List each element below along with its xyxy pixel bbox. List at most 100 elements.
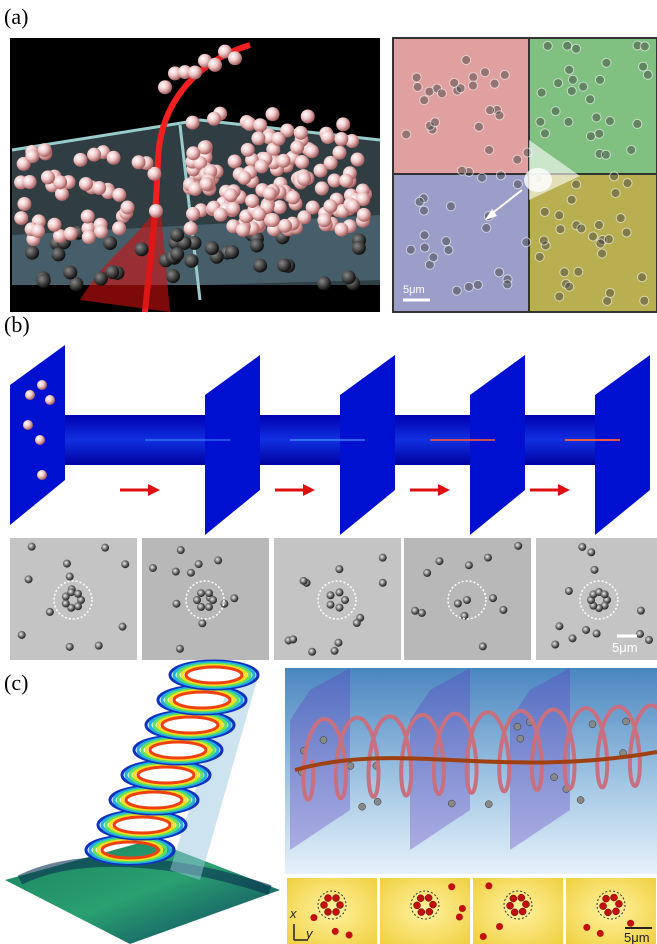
particle	[485, 882, 493, 890]
beam-axis	[294, 750, 657, 772]
microscope-frame	[287, 878, 377, 944]
particle	[621, 227, 632, 238]
dark-particle	[170, 247, 185, 262]
field-ring	[112, 815, 172, 835]
particle	[436, 88, 447, 99]
particle	[276, 153, 291, 168]
particle	[178, 65, 192, 80]
particle	[332, 894, 340, 902]
scale-bar-label: 5μm	[612, 640, 638, 655]
particle	[564, 64, 575, 75]
particle	[80, 209, 95, 224]
flow-arrow-head	[303, 484, 315, 496]
particle	[314, 181, 329, 196]
particle	[335, 565, 344, 574]
trapped-particle	[205, 602, 213, 611]
particle	[492, 104, 503, 115]
trapped-particle	[209, 596, 217, 604]
particle	[447, 799, 456, 808]
arrow	[489, 189, 523, 216]
particle	[37, 143, 52, 158]
dark-particle	[170, 227, 185, 242]
particle	[411, 606, 420, 615]
trapped-particle	[600, 590, 609, 599]
particle	[632, 118, 643, 129]
trapped-particle	[335, 588, 344, 597]
particle	[27, 542, 36, 551]
particle	[485, 800, 493, 808]
particle	[63, 226, 78, 241]
axis-label: y	[305, 926, 314, 941]
particle	[401, 129, 412, 140]
particle	[538, 235, 549, 246]
particle	[583, 923, 591, 931]
particle	[65, 642, 74, 651]
particle	[290, 140, 305, 155]
particle	[590, 565, 599, 574]
particle	[218, 44, 232, 59]
trapped-particle	[335, 603, 344, 612]
particle	[65, 572, 74, 581]
particle	[489, 594, 498, 603]
particle	[213, 207, 228, 222]
particle	[251, 131, 266, 146]
particle	[639, 295, 650, 306]
particle	[566, 194, 577, 205]
particle	[148, 204, 163, 219]
field-ring	[136, 765, 196, 785]
particle	[596, 929, 604, 937]
particle	[414, 196, 425, 207]
particle	[564, 281, 575, 292]
trapped-particle	[463, 596, 471, 604]
trap-spot	[524, 168, 552, 192]
dark-particle	[63, 265, 78, 280]
particle	[479, 933, 487, 941]
particle	[429, 900, 437, 909]
particle	[319, 736, 328, 744]
particle	[412, 81, 423, 92]
particle	[571, 220, 582, 231]
particle	[582, 625, 591, 634]
particle	[560, 278, 571, 289]
field-ring	[184, 665, 244, 685]
particle	[313, 163, 328, 178]
particle	[262, 186, 277, 201]
trapped-particle	[61, 599, 70, 608]
particle	[265, 107, 280, 122]
particle	[286, 190, 301, 205]
particle	[571, 179, 582, 190]
particle	[186, 206, 201, 221]
particle	[550, 773, 558, 781]
particle	[334, 638, 343, 647]
particle	[499, 69, 510, 80]
particle	[451, 285, 462, 296]
particle	[512, 179, 523, 190]
trapped-particle	[341, 596, 349, 604]
microscope-frame	[10, 538, 137, 660]
scale-bar-label: 5μm	[624, 930, 650, 944]
particle	[300, 109, 315, 124]
trapped-particle	[205, 589, 213, 598]
particle	[554, 210, 565, 221]
particle	[17, 197, 32, 212]
particle	[405, 244, 416, 255]
particle	[40, 170, 55, 185]
particle	[331, 927, 339, 935]
particle	[198, 619, 207, 628]
particle	[356, 207, 371, 222]
particle	[578, 542, 587, 551]
particle	[193, 156, 208, 171]
particle	[615, 213, 626, 224]
microscope-frame	[142, 538, 269, 660]
trap-circle	[317, 580, 357, 620]
particle	[25, 390, 35, 400]
particle	[609, 171, 620, 182]
particle	[495, 170, 506, 181]
particle	[594, 128, 605, 139]
particle	[226, 201, 241, 216]
particle	[254, 159, 269, 174]
particle	[494, 267, 505, 278]
particle	[346, 199, 361, 214]
particle	[644, 635, 653, 644]
particle	[476, 172, 487, 183]
